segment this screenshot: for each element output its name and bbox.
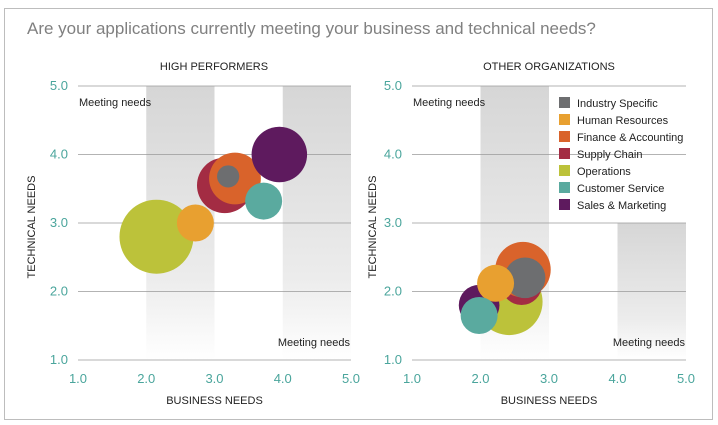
bubble-human-resources: [176, 204, 214, 242]
legend-label: Customer Service: [577, 183, 664, 195]
x-tick-label: 4.0: [274, 371, 292, 386]
y-axis-label: TECHNICAL NEEDS: [26, 176, 38, 279]
legend-swatch: [559, 165, 570, 176]
y-tick-label: 3.0: [50, 215, 68, 230]
x-tick-label: 2.0: [471, 371, 489, 386]
legend-swatch: [559, 199, 570, 210]
figure-frame: [4, 8, 713, 420]
legend-label: Supply Chain: [577, 149, 642, 161]
meeting-needs-label: Meeting needs: [413, 97, 486, 109]
meeting-needs-label: Meeting needs: [613, 337, 686, 349]
y-tick-label: 5.0: [384, 78, 402, 93]
figure-question-title: Are your applications currently meeting …: [27, 19, 596, 38]
y-tick-label: 5.0: [50, 78, 68, 93]
x-tick-label: 3.0: [205, 371, 223, 386]
legend-label: Industry Specific: [577, 98, 658, 110]
y-tick-label: 3.0: [384, 215, 402, 230]
legend-swatch: [559, 97, 570, 108]
x-tick-label: 5.0: [677, 371, 695, 386]
legend: Industry Specific Human Resources Finance …: [559, 97, 683, 212]
legend-label: Finance & Accounting: [577, 132, 683, 144]
legend-label: Sales & Marketing: [577, 200, 666, 212]
chart-title: OTHER ORGANIZATIONS: [483, 61, 615, 73]
bubble-customer-service: [460, 296, 498, 334]
y-tick-label: 4.0: [384, 147, 402, 162]
bubble-industry-specific: [504, 257, 546, 299]
y-axis-label: TECHNICAL NEEDS: [367, 176, 379, 279]
chart-panel-2: Meeting needs Meeting needs 1.0 2.0 3.0 4.0 5.…: [367, 61, 695, 407]
legend-swatch: [559, 182, 570, 193]
legend-swatch: [559, 131, 570, 142]
bubble-human-resources: [477, 264, 515, 302]
x-tick-label: 3.0: [540, 371, 558, 386]
y-tick-label: 1.0: [384, 352, 402, 367]
legend-label: Operations: [577, 166, 631, 178]
y-tick-label: 1.0: [50, 352, 68, 367]
bubble-operations: [119, 199, 194, 274]
y-tick-label: 2.0: [50, 284, 68, 299]
chart-panel-1: Meeting needs Meeting needs 1.0 2.0 3.0 4.0 5.…: [26, 61, 360, 407]
x-axis-label: BUSINESS NEEDS: [501, 395, 598, 407]
legend-swatch: [559, 148, 570, 159]
bubble-customer-service: [245, 182, 283, 220]
y-tick-label: 4.0: [50, 147, 68, 162]
x-tick-label: 1.0: [69, 371, 87, 386]
meeting-needs-label: Meeting needs: [79, 97, 152, 109]
meeting-needs-label: Meeting needs: [278, 337, 351, 349]
bubble-industry-specific: [217, 165, 240, 188]
y-tick-label: 2.0: [384, 284, 402, 299]
x-tick-label: 1.0: [403, 371, 421, 386]
x-tick-label: 2.0: [137, 371, 155, 386]
legend-label: Human Resources: [577, 115, 669, 127]
x-axis-label: BUSINESS NEEDS: [166, 395, 263, 407]
chart-title: HIGH PERFORMERS: [160, 61, 268, 73]
x-tick-label: 4.0: [608, 371, 626, 386]
bubble-sales-marketing: [251, 126, 308, 183]
legend-swatch: [559, 114, 570, 125]
x-tick-label: 5.0: [342, 371, 360, 386]
